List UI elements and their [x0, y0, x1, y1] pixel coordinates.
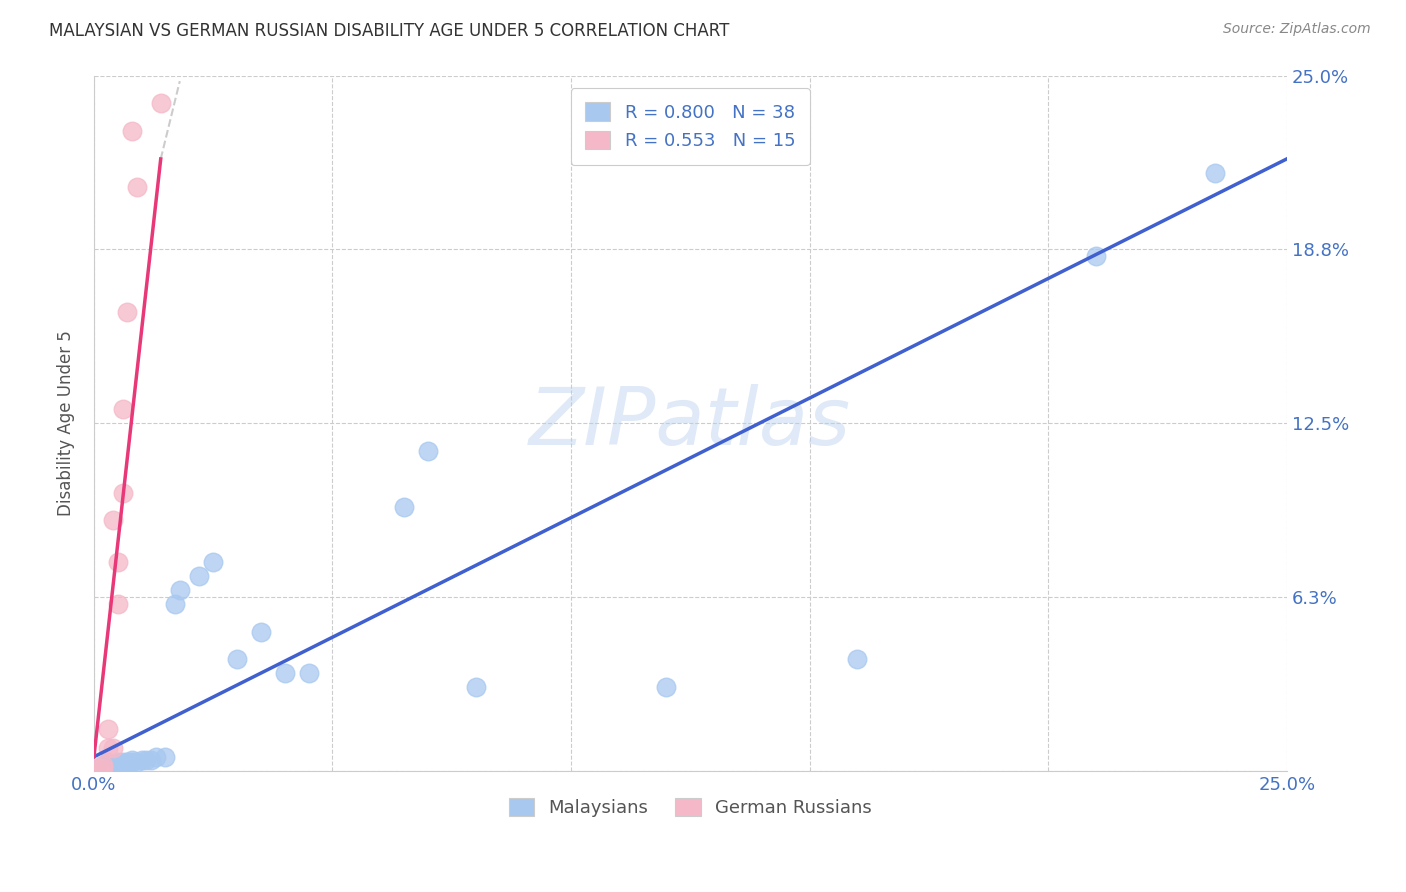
Point	[131, 753, 153, 767]
Point	[101, 761, 124, 775]
Point	[392, 500, 415, 514]
Point	[111, 402, 134, 417]
Point	[145, 749, 167, 764]
Point	[97, 741, 120, 756]
Point	[93, 758, 115, 772]
Point	[93, 758, 115, 772]
Point	[101, 741, 124, 756]
Legend: Malaysians, German Russians: Malaysians, German Russians	[502, 790, 879, 824]
Point	[93, 761, 115, 775]
Point	[117, 758, 139, 772]
Point	[93, 761, 115, 775]
Point	[121, 124, 143, 138]
Y-axis label: Disability Age Under 5: Disability Age Under 5	[58, 330, 75, 516]
Point	[125, 756, 148, 770]
Point	[111, 485, 134, 500]
Point	[107, 597, 129, 611]
Point	[250, 624, 273, 639]
Point	[464, 680, 486, 694]
Point	[101, 758, 124, 772]
Point	[97, 756, 120, 770]
Point	[101, 513, 124, 527]
Text: MALAYSIAN VS GERMAN RUSSIAN DISABILITY AGE UNDER 5 CORRELATION CHART: MALAYSIAN VS GERMAN RUSSIAN DISABILITY A…	[49, 22, 730, 40]
Point	[416, 444, 439, 458]
Point	[226, 652, 249, 666]
Point	[655, 680, 678, 694]
Point	[1084, 249, 1107, 263]
Point	[846, 652, 869, 666]
Point	[97, 761, 120, 775]
Point	[107, 756, 129, 770]
Point	[163, 597, 186, 611]
Point	[298, 666, 321, 681]
Point	[135, 753, 157, 767]
Point	[121, 756, 143, 770]
Point	[187, 569, 209, 583]
Point	[117, 305, 139, 319]
Text: Source: ZipAtlas.com: Source: ZipAtlas.com	[1223, 22, 1371, 37]
Point	[111, 756, 134, 770]
Point	[121, 753, 143, 767]
Point	[202, 555, 225, 569]
Point	[107, 761, 129, 775]
Point	[111, 758, 134, 772]
Point	[97, 722, 120, 736]
Text: ZIPatlas: ZIPatlas	[529, 384, 852, 462]
Point	[117, 756, 139, 770]
Point	[149, 96, 172, 111]
Point	[155, 749, 177, 764]
Point	[87, 761, 110, 775]
Point	[107, 758, 129, 772]
Point	[125, 179, 148, 194]
Point	[1204, 166, 1226, 180]
Point	[107, 555, 129, 569]
Point	[87, 761, 110, 775]
Point	[97, 758, 120, 772]
Point	[141, 753, 163, 767]
Point	[169, 582, 191, 597]
Point	[274, 666, 297, 681]
